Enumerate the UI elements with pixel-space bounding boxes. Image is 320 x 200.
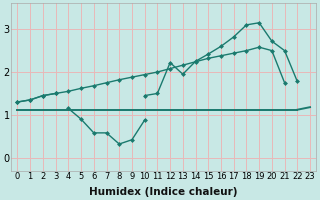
X-axis label: Humidex (Indice chaleur): Humidex (Indice chaleur) [90, 187, 238, 197]
